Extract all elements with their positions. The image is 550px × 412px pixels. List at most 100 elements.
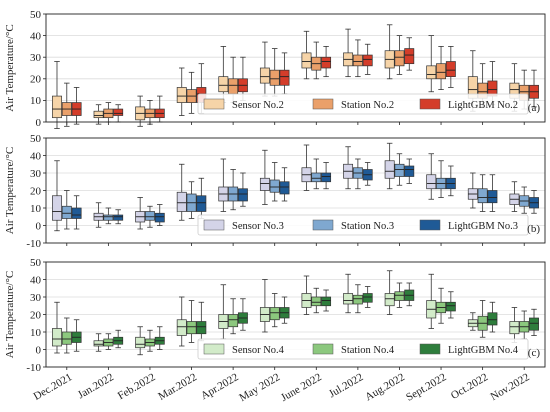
box-apr-2022-3 [237,56,248,101]
box-nov-2022-3 [529,69,539,108]
box-aug-2022-1 [384,24,395,80]
box-mar-2022-2 [186,181,197,219]
box-sept-2022-1 [426,273,437,329]
box-iqr [52,95,62,119]
box-iqr [269,179,280,193]
box-jul-2022-1 [343,273,354,314]
box-mar-2022-3 [196,301,207,342]
x-tick-label: Dec.2021 [32,371,75,403]
box-iqr [93,340,104,347]
panel-tag: (c) [528,347,541,359]
box-may-2022-2 [269,48,280,97]
x-tick-label: Apr.2022 [199,371,241,402]
y-tick-label: 20 [30,309,42,321]
box-iqr [61,331,72,345]
box-iqr [445,61,456,77]
x-tick-label: Jan.2022 [76,371,116,401]
box-dec-2021-1 [52,301,62,354]
box-oct-2022-1 [467,172,478,209]
box-dec-2021-3 [71,319,82,352]
panel-tag: (a) [528,102,541,114]
box-jul-2022-3 [362,286,373,308]
y-tick-label: 10 [30,203,42,215]
box-iqr [311,172,322,183]
box-mar-2022-1 [176,163,187,221]
box-jul-2022-1 [343,28,354,78]
legend-label: Sensor No.4 [232,345,285,356]
box-sept-2022-1 [426,153,437,200]
y-axis-label: Air Temperature/°C [4,24,16,111]
box-iqr [384,293,395,307]
box-iqr [228,78,239,95]
box-sept-2022-3 [445,46,456,88]
box-mar-2022-1 [176,67,187,116]
y-tick-label: 10 [30,327,42,339]
box-june-2022-2 [311,41,322,80]
box-aug-2022-1 [384,270,395,315]
box-feb-2022-3 [154,204,165,226]
box-june-2022-3 [321,162,332,190]
y-tick-label: 40 [30,30,42,42]
box-iqr [477,188,488,204]
box-dec-2021-3 [71,195,82,230]
box-dec-2021-1 [52,160,62,232]
box-dec-2021-1 [52,61,62,129]
box-nov-2022-1 [509,181,520,212]
box-jan-2022-3 [113,329,124,349]
box-iqr [436,63,446,80]
box-june-2022-2 [311,158,322,190]
box-apr-2022-1 [218,284,229,340]
y-tick-label: 40 [30,150,42,162]
legend-box [197,338,529,360]
box-mar-2022-1 [176,296,187,347]
y-tick-label: 20 [30,185,42,197]
box-june-2022-2 [311,287,322,314]
box-iqr [145,211,155,221]
box-iqr [301,52,312,69]
box-feb-2022-3 [154,95,165,123]
legend-swatch [203,98,225,110]
box-iqr [279,181,290,195]
box-jan-2022-2 [103,333,114,350]
box-iqr [487,312,498,326]
box-iqr [103,214,114,221]
legend-swatch [419,98,441,110]
box-sept-2022-3 [445,165,456,197]
box-apr-2022-3 [237,172,248,207]
box-may-2022-2 [269,162,280,202]
box-may-2022-3 [279,167,290,202]
x-tick-label: June 2022 [279,371,324,404]
y-tick-label: 0 [36,344,42,356]
box-sept-2022-3 [445,291,456,319]
box-oct-2022-2 [477,300,488,338]
box-oct-2022-1 [467,50,478,112]
legend-label: LightGBM No.2 [448,100,518,111]
y-tick-label: 50 [30,133,42,145]
y-tick-label: 30 [30,292,42,304]
y-axis-label: Air Temperature/°C [4,147,16,234]
box-oct-2022-2 [477,174,488,212]
box-may-2022-1 [259,279,270,333]
box-iqr [196,321,207,335]
box-may-2022-1 [259,149,270,205]
box-sept-2022-2 [436,160,446,198]
legend-label: Station No.4 [341,345,395,356]
y-tick-label: 0 [36,220,42,232]
legend-box [197,214,529,236]
box-iqr [237,188,248,202]
axes-frame [45,13,546,123]
panel-tag: (b) [527,223,540,235]
box-iqr [352,294,363,305]
box-jul-2022-2 [352,158,363,190]
panel-a: 0 10 20 30 40 50 Air Temperature/°C Sensor No.2… [4,9,546,129]
box-iqr [135,336,146,349]
y-tick-label: 40 [30,274,42,286]
box-iqr [487,190,498,204]
legend: Sensor No.2 Station No.2 LightGBM No.2 [197,93,529,115]
box-dec-2021-2 [61,190,72,230]
box-iqr [176,319,187,336]
legend-swatch [312,98,334,110]
box-iqr [343,293,354,305]
box-iqr [404,48,415,65]
box-oct-2022-1 [467,312,478,331]
